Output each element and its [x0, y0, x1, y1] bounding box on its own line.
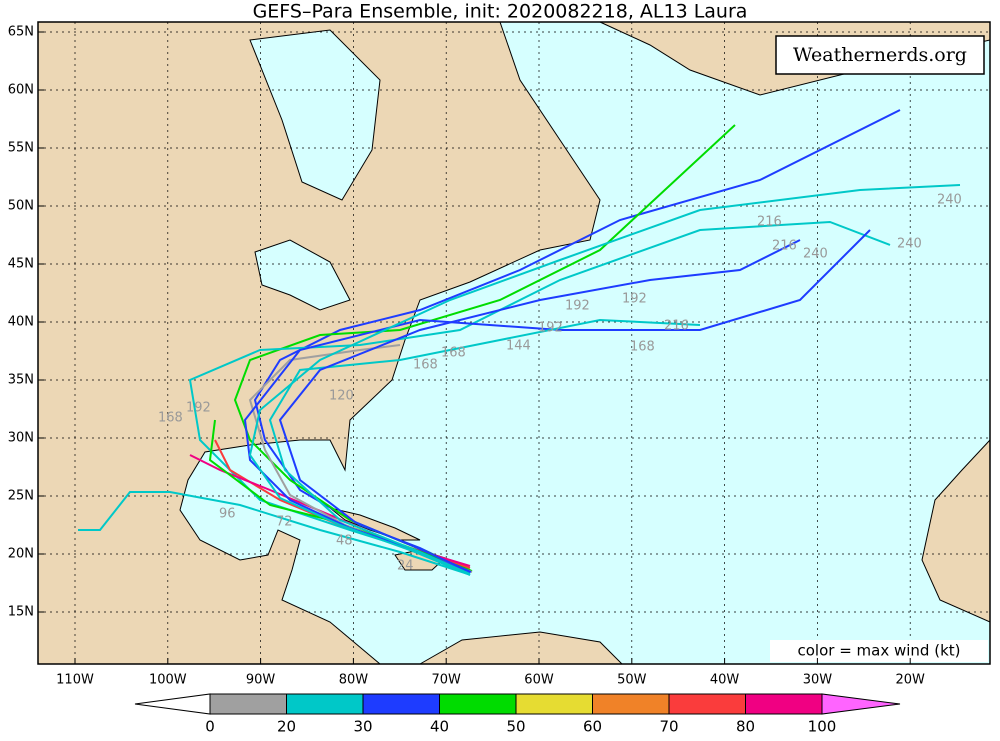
track-label: 240	[937, 193, 962, 208]
track-label: 48	[336, 534, 353, 549]
lon-label: 80W	[339, 673, 369, 688]
lon-label: 30W	[803, 673, 833, 688]
lon-label: 100W	[149, 673, 187, 688]
lat-label: 65N	[8, 25, 34, 40]
track-label: 144	[506, 339, 531, 354]
watermark: Weathernerds.org	[793, 44, 967, 66]
track-label: 216	[757, 215, 782, 230]
lon-label: 40W	[710, 673, 740, 688]
colorbar-label: 20	[277, 718, 296, 736]
lon-label: 50W	[617, 673, 647, 688]
track-label: 96	[219, 507, 236, 522]
colorbar-box	[745, 693, 823, 715]
inland-water	[249, 29, 381, 311]
colorbar-label: 100	[808, 718, 837, 736]
colorbar-box	[592, 693, 670, 715]
track-label: 168	[158, 411, 183, 426]
lat-label: 25N	[8, 489, 34, 504]
lon-label: 70W	[431, 673, 461, 688]
lat-label: 45N	[8, 257, 34, 272]
lat-label: 35N	[8, 373, 34, 388]
map-frame	[37, 21, 991, 665]
track-hour-labels: 240 240 216 216 240 216 168 192 192 192 …	[158, 193, 962, 574]
colorbar-box	[668, 693, 746, 715]
colorbar-label: 40	[430, 718, 449, 736]
lat-label: 15N	[8, 605, 34, 620]
lat-label: 60N	[8, 83, 34, 98]
colorbar-label: 80	[736, 718, 755, 736]
track-label: 24	[397, 559, 414, 574]
watermark-box	[775, 35, 985, 75]
lon-label: 90W	[246, 673, 276, 688]
lat-label: 50N	[8, 199, 34, 214]
lat-label: 20N	[8, 547, 34, 562]
colorbar-box	[209, 693, 287, 715]
track-label: 120	[329, 389, 354, 404]
lat-label: 30N	[8, 431, 34, 446]
colorbar-label: 70	[659, 718, 678, 736]
track-label: 168	[630, 340, 655, 355]
track-label: 240	[803, 247, 828, 262]
track-label: 168	[441, 346, 466, 361]
lon-label: 60W	[524, 673, 554, 688]
colorbar-under	[134, 693, 211, 715]
colorbar-label: 60	[583, 718, 602, 736]
colorbar-box	[362, 693, 440, 715]
note-box	[770, 640, 988, 662]
colorbar-box	[286, 693, 364, 715]
colorbar-box	[439, 693, 517, 715]
track-label: 72	[276, 515, 293, 530]
lon-label: 20W	[895, 673, 925, 688]
map-title: GEFS–Para Ensemble, init: 2020082218, AL…	[253, 1, 748, 23]
lat-label: 40N	[8, 315, 34, 330]
colorbar-label: 0	[205, 718, 215, 736]
track-label: 192	[538, 321, 563, 336]
track-label: 192	[622, 292, 647, 307]
colorbar-label: 30	[353, 718, 372, 736]
track-label: 192	[186, 401, 211, 416]
track-label: 216	[664, 319, 689, 334]
colorbar-label: 50	[506, 718, 525, 736]
lat-label: 55N	[8, 141, 34, 156]
tracks	[78, 109, 961, 576]
legend-note: color = max wind (kt)	[798, 642, 961, 660]
track-label: 168	[413, 358, 438, 373]
colorbar-over	[821, 693, 901, 715]
lon-label: 110W	[56, 673, 94, 688]
track-label: 192	[565, 299, 590, 314]
colorbar-box	[515, 693, 593, 715]
track-label: 216	[772, 239, 797, 254]
track-label: 240	[897, 237, 922, 252]
graticule	[38, 22, 990, 664]
